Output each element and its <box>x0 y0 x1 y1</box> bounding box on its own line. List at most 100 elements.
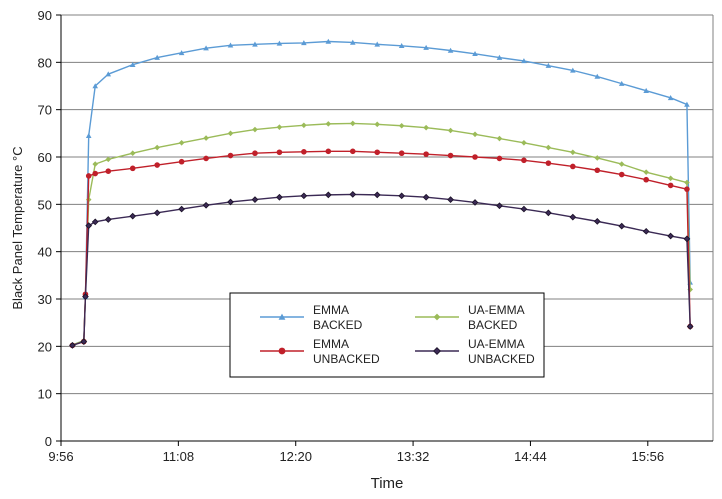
data-point <box>447 196 454 203</box>
data-point <box>618 171 625 178</box>
data-point <box>683 235 691 243</box>
data-point <box>153 209 161 217</box>
data-point <box>521 157 527 164</box>
data-point <box>349 148 356 155</box>
data-point <box>276 149 283 156</box>
data-point <box>447 152 454 159</box>
series-group <box>69 38 694 349</box>
y-tick-label: 90 <box>38 8 52 23</box>
legend-swatch-marker <box>278 313 286 320</box>
y-tick-label: 60 <box>38 150 52 165</box>
y-tick-label: 70 <box>38 103 52 118</box>
data-point <box>423 151 429 157</box>
data-point <box>570 163 576 170</box>
data-point <box>422 193 430 201</box>
data-point <box>684 101 690 107</box>
axes: 0 10 20 30 40 50 60 70 80 90 9:56 11:08 12:20 13:32 14… <box>38 8 713 464</box>
data-point <box>545 62 552 68</box>
data-point <box>82 293 89 300</box>
data-point <box>276 193 283 201</box>
data-point <box>154 54 160 60</box>
data-point <box>202 201 210 209</box>
data-point <box>398 192 406 200</box>
data-point <box>92 170 99 177</box>
data-point <box>178 140 185 146</box>
series-ua-emma-unbacked <box>69 191 694 349</box>
data-point <box>325 148 332 155</box>
y-tick-label: 0 <box>45 434 52 449</box>
legend-swatch-marker <box>433 347 441 355</box>
data-point <box>569 213 577 221</box>
y-tick-label: 20 <box>38 339 52 354</box>
data-point <box>545 209 552 217</box>
legend-label: BACKED <box>468 318 518 332</box>
data-point <box>684 179 690 186</box>
legend-swatch-marker <box>278 347 286 355</box>
data-point <box>300 192 308 200</box>
x-tick-label: 9:56 <box>48 449 73 464</box>
data-point <box>91 218 99 226</box>
data-point <box>594 73 601 79</box>
y-tick-label: 30 <box>38 292 52 307</box>
data-point <box>398 42 405 49</box>
data-point <box>594 167 601 174</box>
data-point <box>643 87 649 93</box>
x-tick-label: 13:32 <box>397 449 430 464</box>
legend-label: EMMA <box>313 337 349 351</box>
data-point <box>178 205 185 213</box>
y-tick-label: 50 <box>38 197 52 212</box>
data-point <box>227 152 234 159</box>
data-point <box>496 155 503 162</box>
data-point <box>496 135 503 142</box>
data-point <box>349 191 357 198</box>
data-point <box>496 54 503 60</box>
data-point <box>471 199 479 206</box>
legend-label: UNBACKED <box>313 352 380 366</box>
x-tick-label: 15:56 <box>632 449 665 464</box>
legend: EMMABACKEDUA-EMMABACKEDEMMAUNBACKEDUA-EM… <box>229 292 545 378</box>
data-point <box>325 121 332 127</box>
data-point <box>521 140 527 146</box>
data-point <box>251 196 259 203</box>
x-axis-title: Time <box>371 475 404 492</box>
data-point <box>447 47 454 53</box>
data-point <box>85 222 93 229</box>
data-point <box>398 122 405 129</box>
data-point <box>545 144 552 151</box>
data-point <box>618 161 625 167</box>
gridlines <box>61 14 714 442</box>
data-point <box>545 160 552 166</box>
data-point <box>80 338 88 345</box>
data-point <box>423 124 429 131</box>
y-axis-title: Black Panel Temperature °C <box>10 146 25 309</box>
data-point <box>472 154 478 160</box>
data-point <box>667 95 674 101</box>
data-point <box>643 176 649 183</box>
data-point <box>252 150 258 157</box>
data-point <box>618 222 626 230</box>
data-point <box>301 122 307 129</box>
data-point <box>374 41 381 47</box>
data-point <box>129 212 137 220</box>
data-point <box>423 44 429 50</box>
data-point <box>227 42 234 48</box>
legend-label: UA-EMMA <box>468 337 525 351</box>
data-point <box>324 191 332 199</box>
data-point <box>472 51 478 57</box>
data-point <box>301 148 307 155</box>
data-point <box>594 155 601 161</box>
y-tick-label: 80 <box>38 55 52 70</box>
data-point <box>667 182 674 189</box>
series-emma-unbacked <box>69 148 693 349</box>
data-point <box>374 121 381 128</box>
data-point <box>520 205 528 213</box>
data-point <box>203 155 209 162</box>
data-point <box>227 130 234 137</box>
data-point <box>325 38 332 44</box>
data-point <box>104 216 112 223</box>
data-point <box>129 165 136 172</box>
data-point <box>496 202 503 210</box>
data-point <box>349 120 356 127</box>
x-tick-label: 14:44 <box>514 449 547 464</box>
legend-box <box>229 292 545 378</box>
